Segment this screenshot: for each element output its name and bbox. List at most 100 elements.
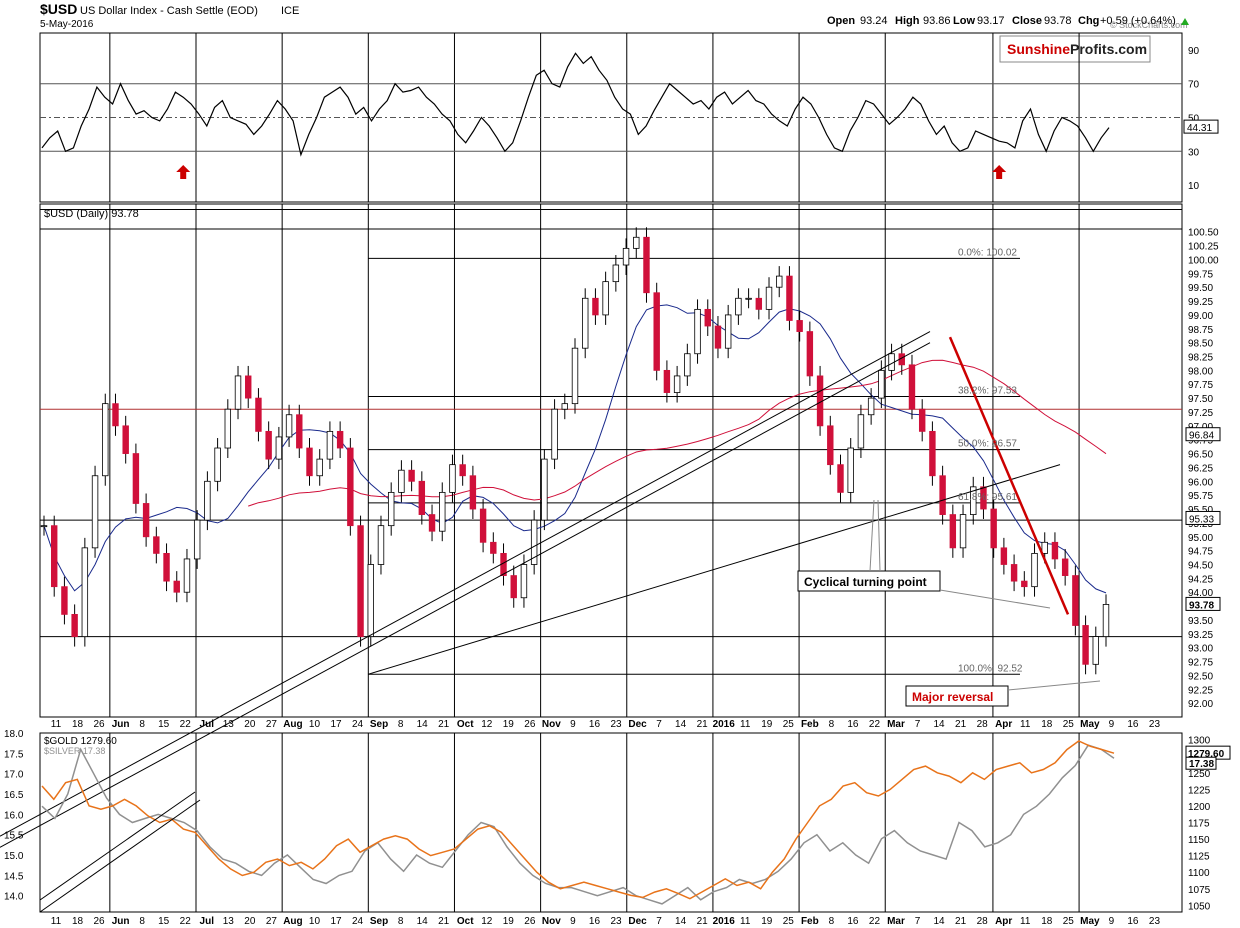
header-symbol: $USD (40, 1, 77, 17)
up-candle (40, 525, 48, 528)
x-tick-label: Dec (628, 719, 647, 730)
down-candle (173, 580, 180, 593)
x-tick-label-bottom: 8 (829, 916, 835, 927)
up-candle (1041, 541, 1048, 554)
x-tick-label: 24 (352, 719, 364, 730)
price-y-tick: 94.75 (1188, 547, 1213, 558)
x-tick-label-bottom: Jun (112, 916, 130, 927)
high-value: 93.86 (923, 15, 951, 27)
x-tick-label: 22 (869, 719, 881, 730)
rsi-current-box (1183, 119, 1219, 134)
gold-legend-label: $GOLD 1279.60 (44, 736, 117, 747)
gold-y-tick: 1075 (1188, 885, 1211, 896)
price-y-tick: 97.50 (1188, 394, 1213, 405)
gold-y-tick: 1050 (1188, 901, 1211, 912)
x-tick-label: 11 (740, 719, 751, 730)
fib-level-label: 0.0%: 100.02 (958, 247, 1017, 258)
down-candle (469, 475, 477, 510)
x-tick-label-bottom: 14 (675, 916, 687, 927)
price-y-tick: 100.25 (1188, 242, 1219, 253)
annotation-pointer (877, 499, 881, 572)
down-candle (510, 575, 517, 599)
x-tick-label: 8 (139, 719, 145, 730)
price-y-tick: 95.50 (1188, 505, 1213, 516)
long-trendline (0, 331, 931, 837)
x-tick-label-bottom: 17 (330, 916, 342, 927)
gold-silver-panel (39, 732, 1183, 913)
down-candle (132, 453, 140, 504)
down-candle (949, 514, 957, 549)
x-tick-label-bottom: 24 (352, 916, 364, 927)
support-trendline (367, 464, 1061, 675)
x-tick-label-bottom: Jul (200, 916, 215, 927)
major-reversal-label: Major reversal (912, 690, 993, 704)
silver-y-tick: 17.0 (4, 770, 24, 781)
down-candle (347, 447, 354, 527)
up-candle (612, 264, 620, 283)
silver-line (41, 744, 1115, 905)
vertical-gridlines (109, 33, 1080, 912)
logo-part2: Profits.com (1070, 41, 1147, 57)
trendline-extension (39, 791, 196, 901)
x-tick-label-bottom: 18 (1041, 916, 1053, 927)
gold-line (41, 740, 1115, 900)
logo-text: SunshineProfits.com (1007, 41, 1147, 57)
up-candle (684, 353, 691, 377)
x-tick-label: 27 (266, 719, 278, 730)
rsi-y-tick: 30 (1188, 147, 1200, 158)
x-tick-label: 19 (503, 719, 515, 730)
x-tick-label-bottom: 9 (570, 916, 576, 927)
x-tick-label-bottom: 12 (481, 916, 493, 927)
x-tick-label-bottom: 19 (761, 916, 773, 927)
x-tick-label-bottom: 25 (783, 916, 795, 927)
up-candle (541, 458, 548, 521)
fib-level-label: 61.8%: 95.61 (958, 492, 1017, 503)
down-candle (265, 430, 272, 460)
up-candle (398, 469, 405, 493)
up-candle (735, 297, 742, 316)
price-y-tick: 93.50 (1188, 616, 1213, 627)
gold-current-value: 1279.60 (1188, 749, 1225, 760)
x-tick-label-bottom: May (1080, 916, 1100, 927)
x-tick-label: 14 (934, 719, 946, 730)
x-tick-label-bottom: 9 (1109, 916, 1115, 927)
down-candle (71, 614, 78, 637)
down-candle (1010, 564, 1018, 582)
down-candle (755, 297, 763, 310)
x-tick-label-bottom: 10 (309, 916, 321, 927)
down-candle (837, 464, 844, 493)
sunshine-profits-logo: SunshineProfits.com (999, 35, 1151, 63)
x-tick-label: 25 (783, 719, 795, 730)
low-value: 93.17 (977, 15, 1005, 27)
x-tick-label-bottom: 26 (524, 916, 536, 927)
x-tick-label-bottom: 8 (398, 916, 404, 927)
up-candle (673, 375, 681, 393)
x-tick-label-bottom: 19 (503, 916, 515, 927)
price-y-tick: 94.25 (1188, 574, 1213, 585)
silver-legend-label: $SILVER 17.38 (44, 746, 105, 756)
up-candle (326, 430, 334, 460)
x-tick-label: 11 (1020, 719, 1031, 730)
x-tick-label-bottom: Sep (370, 916, 388, 927)
open-value: 93.24 (860, 15, 888, 27)
down-candle (122, 425, 129, 454)
down-candle (704, 308, 711, 327)
x-tick-label-bottom: 20 (244, 916, 256, 927)
x-tick-label-bottom: 23 (1149, 916, 1161, 927)
price-panel (39, 203, 1183, 718)
down-candle (980, 486, 987, 510)
x-tick-label: 22 (180, 719, 192, 730)
up-candle (285, 414, 293, 438)
x-tick-label-bottom: 7 (656, 916, 662, 927)
long-trendline-parallel (0, 342, 931, 848)
price-y-tick: 98.00 (1188, 366, 1213, 377)
x-tick-label-bottom: 16 (1127, 916, 1139, 927)
silver-current-box (1185, 756, 1217, 770)
up-candle (878, 369, 885, 399)
price-y-tick: 95.75 (1188, 491, 1213, 502)
rsi-current-value: 44.31 (1187, 123, 1212, 134)
annotation-pointer (939, 589, 1051, 609)
price-current-box (1185, 427, 1221, 442)
x-tick-label: Oct (457, 719, 474, 730)
x-tick-label: 21 (955, 719, 967, 730)
